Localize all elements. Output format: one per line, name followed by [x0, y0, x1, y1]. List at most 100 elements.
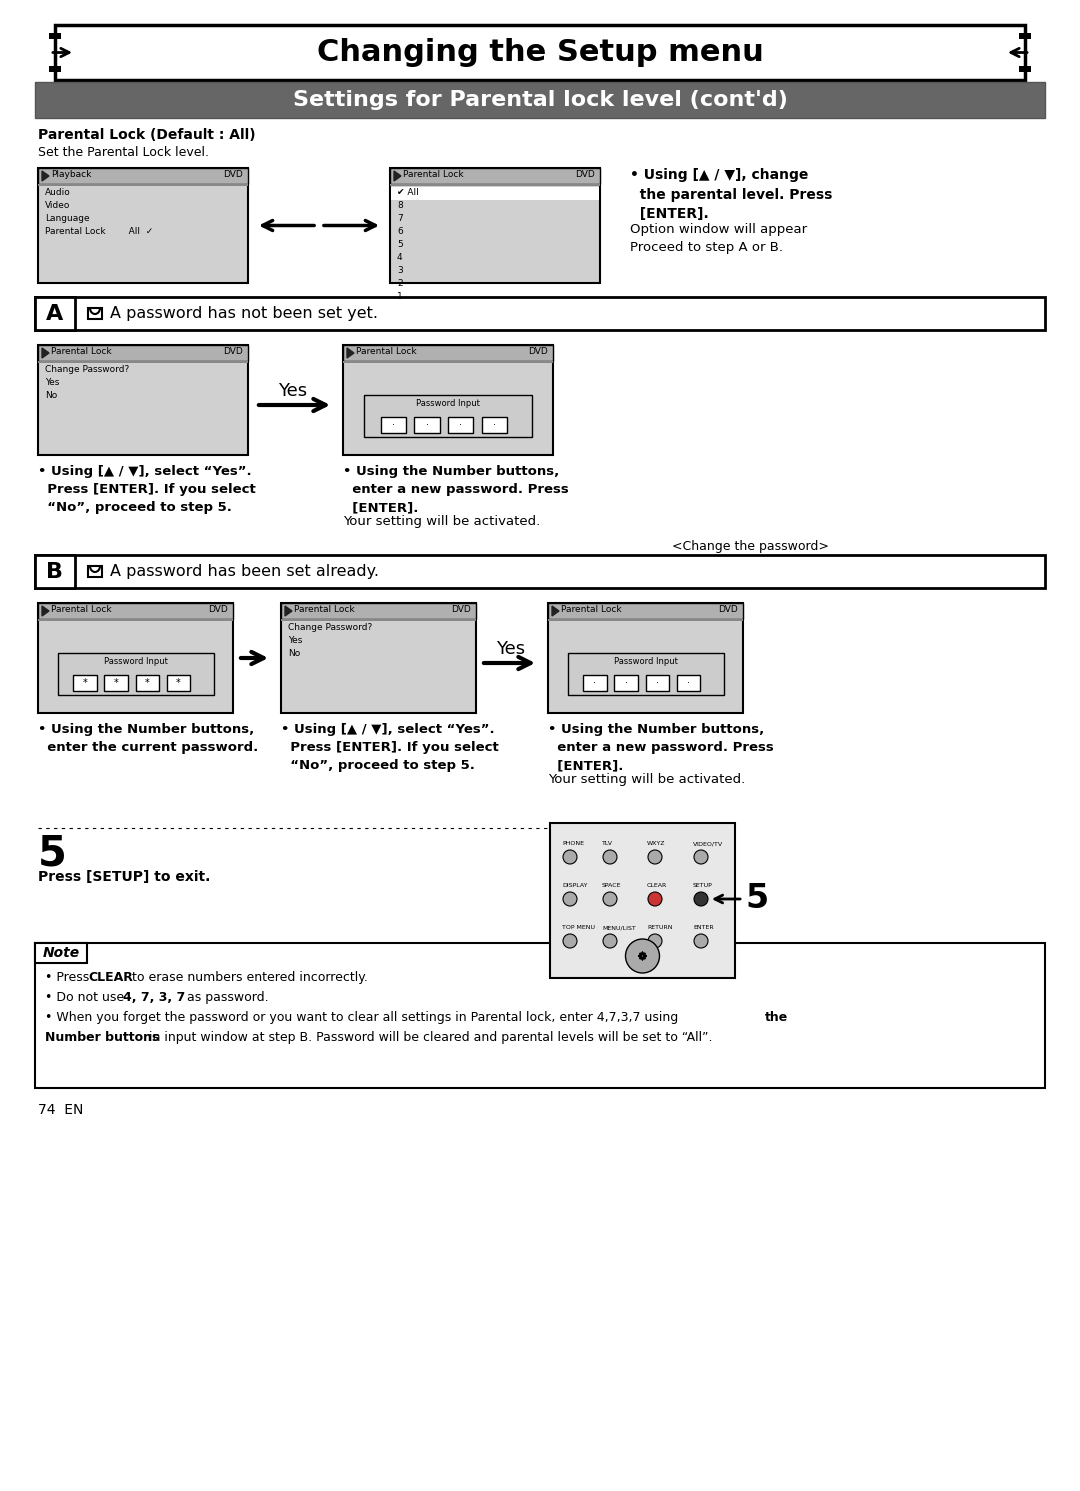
Bar: [38, 344, 248, 455]
Text: Parental Lock        All  ✓: Parental Lock All ✓: [45, 227, 153, 236]
Text: Parental Lock: Parental Lock: [51, 347, 111, 356]
Text: ·: ·: [624, 678, 627, 687]
Bar: [281, 602, 476, 713]
Text: *: *: [145, 678, 149, 687]
Text: TLV: TLV: [602, 841, 613, 845]
Text: Changing the Setup menu: Changing the Setup menu: [316, 37, 764, 67]
Bar: [548, 602, 743, 713]
Text: Audio: Audio: [45, 188, 71, 197]
Text: Option window will appear
Proceed to step A or B.: Option window will appear Proceed to ste…: [630, 224, 807, 253]
Text: 4, 7, 3, 7: 4, 7, 3, 7: [123, 992, 186, 1003]
Text: 8: 8: [397, 201, 403, 210]
Text: DVD: DVD: [451, 605, 471, 614]
Text: ·: ·: [492, 420, 496, 429]
Bar: [343, 344, 553, 361]
Text: DVD: DVD: [208, 605, 228, 614]
Text: Change Password?: Change Password?: [288, 623, 373, 632]
Text: Password Input: Password Input: [416, 400, 480, 409]
Text: B: B: [46, 562, 64, 581]
Bar: [49, 66, 60, 72]
Bar: [49, 33, 60, 39]
Bar: [38, 168, 248, 183]
Bar: [38, 183, 248, 186]
Text: *: *: [176, 678, 180, 687]
Text: TOP MENU: TOP MENU: [562, 924, 595, 930]
Bar: [343, 344, 553, 455]
Text: ·: ·: [459, 420, 462, 429]
Text: 5: 5: [38, 833, 67, 875]
Text: DVD: DVD: [576, 170, 595, 179]
Text: • Using [▲ / ▼], change
  the parental level. Press
  [ENTER].: • Using [▲ / ▼], change the parental lev…: [630, 168, 833, 221]
Bar: [55, 25, 1025, 81]
Bar: [583, 675, 607, 690]
Text: 74  EN: 74 EN: [38, 1103, 83, 1117]
Text: SETUP: SETUP: [693, 883, 713, 889]
Text: • Using [▲ / ▼], select “Yes”.
  Press [ENTER]. If you select
  “No”, proceed to: • Using [▲ / ▼], select “Yes”. Press [EN…: [281, 723, 499, 772]
Bar: [1020, 66, 1031, 72]
Bar: [38, 602, 233, 713]
Circle shape: [563, 933, 577, 948]
Bar: [38, 168, 248, 283]
Bar: [482, 417, 507, 432]
Text: MENU/LIST: MENU/LIST: [602, 924, 636, 930]
Bar: [390, 168, 600, 283]
Text: 5: 5: [397, 240, 403, 249]
Text: <Change the password>: <Change the password>: [672, 540, 828, 553]
Bar: [646, 675, 669, 690]
Text: Parental Lock: Parental Lock: [561, 605, 622, 614]
Bar: [135, 675, 159, 690]
Text: ·: ·: [426, 420, 429, 429]
Text: Parental Lock (Default : All): Parental Lock (Default : All): [38, 128, 256, 142]
Bar: [35, 297, 75, 330]
Circle shape: [694, 892, 708, 907]
Bar: [1020, 33, 1031, 39]
Text: ·: ·: [593, 678, 596, 687]
Text: Your setting will be activated.: Your setting will be activated.: [343, 514, 540, 528]
Circle shape: [694, 850, 708, 863]
Circle shape: [603, 933, 617, 948]
Bar: [548, 602, 743, 619]
Text: CLEAR: CLEAR: [87, 971, 133, 984]
Text: A password has not been set yet.: A password has not been set yet.: [110, 306, 378, 321]
Polygon shape: [394, 171, 401, 180]
Text: Press [SETUP] to exit.: Press [SETUP] to exit.: [38, 871, 211, 884]
Text: 3: 3: [397, 265, 403, 274]
Bar: [73, 675, 96, 690]
Bar: [38, 602, 233, 619]
Bar: [448, 417, 473, 432]
Polygon shape: [42, 347, 49, 358]
Bar: [281, 602, 476, 619]
Text: ·: ·: [656, 678, 659, 687]
Text: the: the: [765, 1011, 788, 1024]
Text: A password has been set already.: A password has been set already.: [110, 564, 379, 579]
Text: • Using the Number buttons,
  enter a new password. Press
  [ENTER].: • Using the Number buttons, enter a new …: [343, 465, 569, 514]
Text: • Press: • Press: [45, 971, 93, 984]
Text: • When you forget the password or you want to clear all settings in Parental loc: • When you forget the password or you wa…: [45, 1011, 683, 1024]
Text: 6: 6: [397, 227, 403, 236]
Text: DVD: DVD: [224, 170, 243, 179]
Circle shape: [648, 892, 662, 907]
Circle shape: [563, 850, 577, 863]
Text: ✔ All: ✔ All: [397, 188, 419, 197]
Text: Note: Note: [42, 945, 80, 960]
Text: Video: Video: [45, 201, 70, 210]
Bar: [35, 555, 1045, 587]
Text: SPACE: SPACE: [602, 883, 621, 889]
Bar: [166, 675, 190, 690]
Text: *: *: [113, 678, 119, 687]
Text: VIDEO/TV: VIDEO/TV: [693, 841, 724, 845]
Text: Change Password?: Change Password?: [45, 365, 130, 374]
Text: Language: Language: [45, 215, 90, 224]
Text: • Using [▲ / ▼], select “Yes”.
  Press [ENTER]. If you select
  “No”, proceed to: • Using [▲ / ▼], select “Yes”. Press [EN…: [38, 465, 256, 514]
Text: 4: 4: [397, 253, 403, 262]
Bar: [343, 361, 553, 362]
Text: DISPLAY: DISPLAY: [562, 883, 588, 889]
Bar: [35, 555, 75, 587]
Text: DVD: DVD: [528, 347, 548, 356]
Text: Yes: Yes: [279, 382, 308, 400]
Bar: [38, 361, 248, 362]
Text: ·: ·: [392, 420, 395, 429]
Text: • Using the Number buttons,
  enter the current password.: • Using the Number buttons, enter the cu…: [38, 723, 258, 754]
Text: 2: 2: [397, 279, 403, 288]
Text: Parental Lock: Parental Lock: [403, 170, 463, 179]
